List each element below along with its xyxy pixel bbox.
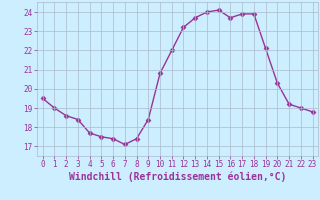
X-axis label: Windchill (Refroidissement éolien,°C): Windchill (Refroidissement éolien,°C) [69, 172, 286, 182]
